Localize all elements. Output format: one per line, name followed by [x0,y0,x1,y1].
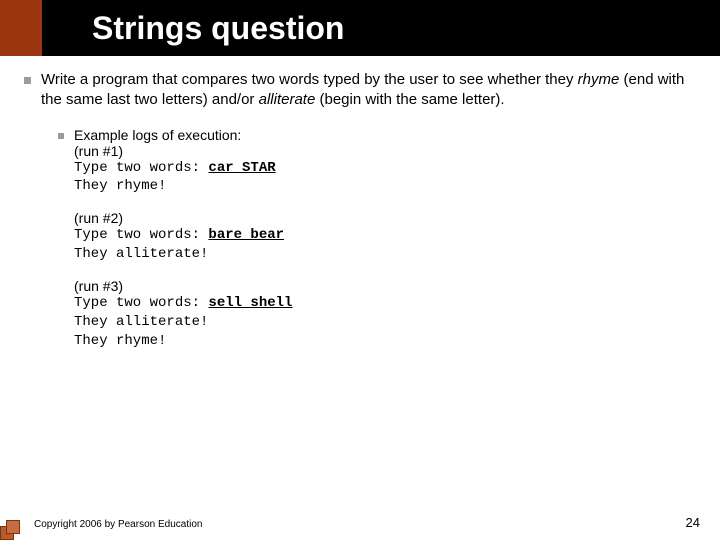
slide-title: Strings question [92,10,344,47]
example-bullet: Example logs of execution: (run #1) Type… [58,127,696,351]
run1-input: car STAR [208,160,275,176]
corner-decoration [0,518,28,540]
run3-out1: They alliterate! [74,313,292,332]
run3-input: sell shell [208,295,292,311]
run1-line1: Type two words: car STAR [74,159,292,178]
run3-line1: Type two words: sell shell [74,294,292,313]
deco-block-2 [6,520,20,534]
run3-out2: They rhyme! [74,332,292,351]
run2-input: bare bear [208,227,284,243]
run2-label: (run #2) [74,210,292,226]
example-block: Example logs of execution: (run #1) Type… [58,127,696,351]
slide-content: Write a program that compares two words … [0,56,720,351]
run1-prompt: Type two words: [74,160,208,176]
para-part-1: Write a program that compares two words … [41,71,578,88]
run3-prompt: Type two words: [74,295,208,311]
run3-label: (run #3) [74,278,292,294]
footer: Copyright 2006 by Pearson Education 24 [34,515,700,530]
para-rhyme: rhyme [578,71,620,88]
page-number: 24 [686,515,700,530]
bullet-icon [24,77,31,84]
para-part-3: (begin with the same letter). [315,91,504,108]
para-alliterate: alliterate [259,91,316,108]
main-bullet: Write a program that compares two words … [24,70,696,111]
example-body: Example logs of execution: (run #1) Type… [74,127,292,351]
run2-out1: They alliterate! [74,245,292,264]
run1-label: (run #1) [74,143,292,159]
run2-line1: Type two words: bare bear [74,226,292,245]
copyright-text: Copyright 2006 by Pearson Education [34,519,202,530]
run2-prompt: Type two words: [74,227,208,243]
example-header: Example logs of execution: [74,127,292,143]
bullet-icon [58,133,64,139]
main-paragraph: Write a program that compares two words … [41,70,696,111]
title-bar: Strings question [0,0,720,56]
run1-out1: They rhyme! [74,177,292,196]
